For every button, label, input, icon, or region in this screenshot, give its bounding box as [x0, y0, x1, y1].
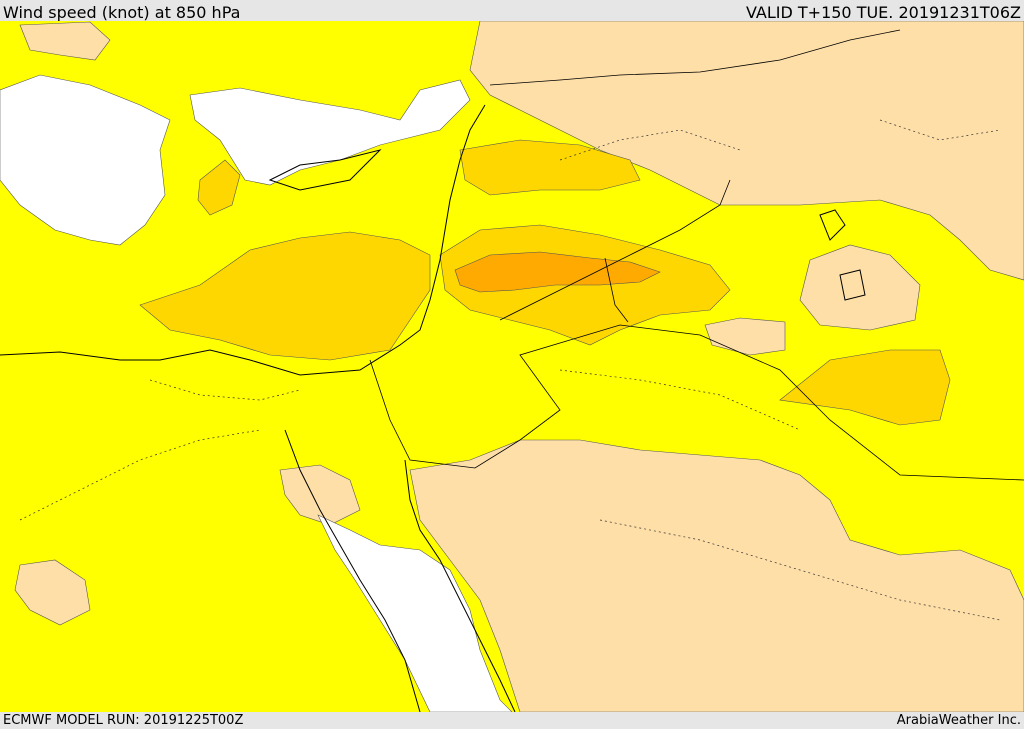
brand-credit: ArabiaWeather Inc. [896, 713, 1021, 728]
gold-region-small-west [197, 159, 241, 216]
tan-region-egypt [279, 464, 361, 526]
orange-core [454, 251, 661, 293]
calm-area-aegean [0, 74, 171, 246]
map-title: Wind speed (knot) at 850 hPa [3, 3, 241, 22]
tan-region-west [14, 559, 91, 626]
gold-region-mediterranean [139, 231, 431, 361]
gold-region-syria [459, 139, 641, 196]
province-borders [19, 119, 1001, 621]
country-borders [369, 29, 1024, 481]
calm-area-red-sea [317, 514, 513, 712]
model-run: ECMWF MODEL RUN: 20191225T00Z [3, 713, 244, 728]
tan-region-south [409, 439, 1024, 712]
tan-region-north-mid [19, 21, 111, 61]
footer-bar: ECMWF MODEL RUN: 20191225T00Z ArabiaWeat… [0, 712, 1024, 729]
tan-region-iraq [799, 244, 921, 331]
coastlines [0, 104, 866, 712]
wind-speed-map [0, 21, 1024, 712]
header-bar: Wind speed (knot) at 850 hPa VALID T+150… [0, 0, 1024, 22]
calm-area-cyprus-sea [189, 79, 471, 186]
gold-region-iraq-south [779, 349, 951, 426]
valid-time: VALID T+150 TUE. 20191231T06Z [745, 3, 1021, 22]
